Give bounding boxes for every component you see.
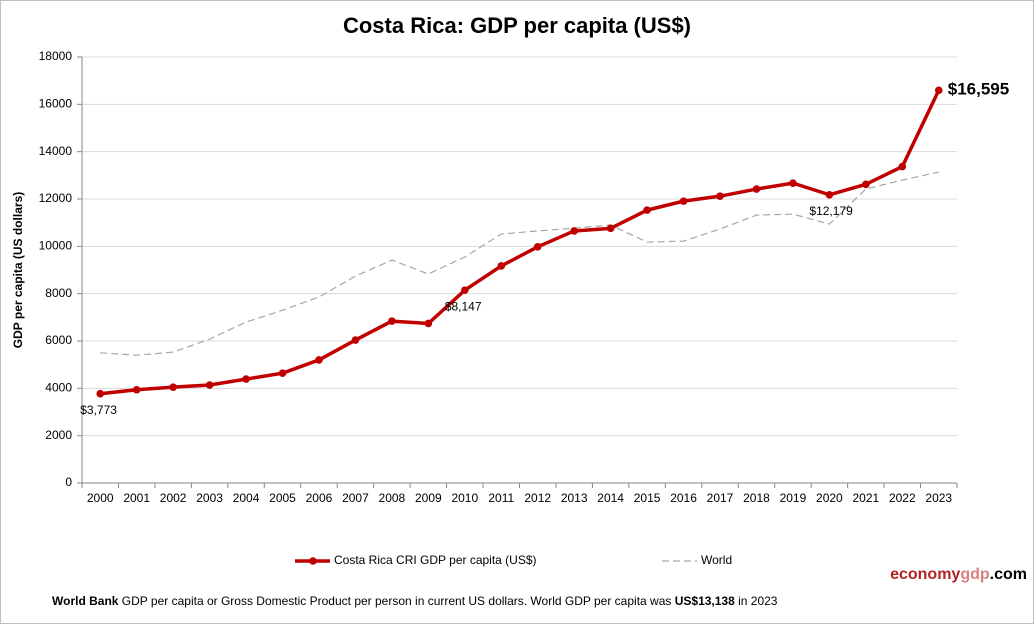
series-line — [100, 89, 941, 396]
point — [898, 162, 907, 171]
legend-marker — [309, 557, 317, 565]
brand-part: gdp — [960, 566, 990, 583]
series-line — [100, 171, 939, 356]
point — [862, 180, 870, 189]
footer-value: US$13,138 — [675, 594, 735, 608]
footer-text: GDP per capita or Gross Domestic Product… — [122, 594, 527, 608]
x-tick-label: 2003 — [196, 491, 223, 505]
data-label: $3,773 — [80, 403, 117, 417]
point — [643, 206, 651, 214]
x-tick-label: 2019 — [780, 491, 807, 505]
footer: World Bank GDP per capita or Gross Domes… — [52, 594, 778, 608]
point — [934, 86, 943, 95]
x-tick-label: 2018 — [743, 491, 770, 505]
x-tick-label: 2011 — [488, 491, 514, 505]
y-tick-label: 4000 — [45, 381, 72, 395]
chart-title: Costa Rica: GDP per capita (US$) — [343, 13, 691, 38]
x-tick-label: 2017 — [707, 491, 734, 505]
y-tick-label: 14000 — [39, 144, 73, 158]
point — [388, 317, 396, 325]
point — [497, 262, 506, 270]
brand: economygdp.com — [890, 566, 1027, 583]
data-label: $12,179 — [809, 204, 853, 218]
x-tick-label: 2004 — [233, 491, 260, 505]
point — [205, 381, 214, 389]
x-tick-label: 2010 — [451, 491, 478, 505]
point — [606, 224, 615, 233]
point — [351, 336, 360, 344]
footer-text: World GDP per capita was — [530, 594, 671, 608]
data-label: $8,147 — [445, 299, 482, 313]
x-tick-label: 2014 — [597, 491, 624, 505]
x-tick-label: 2005 — [269, 491, 296, 505]
y-tick-label: 8000 — [45, 286, 72, 300]
point — [169, 383, 177, 391]
y-tick-label: 12000 — [39, 191, 73, 205]
x-tick-label: 2008 — [379, 491, 406, 505]
point — [424, 319, 433, 328]
x-tick-label: 2023 — [925, 491, 952, 505]
x-tick-label: 2001 — [123, 491, 150, 505]
point — [96, 389, 105, 398]
x-tick-label: 2016 — [670, 491, 697, 505]
point — [533, 243, 542, 251]
y-tick-label: 18000 — [39, 49, 73, 63]
x-tick-label: 2002 — [160, 491, 187, 505]
brand-part: economy — [890, 566, 960, 583]
x-tick-label: 2009 — [415, 491, 442, 505]
point — [315, 356, 323, 364]
x-tick-label: 2022 — [889, 491, 916, 505]
point — [132, 385, 141, 394]
point — [461, 286, 469, 294]
y-tick-label: 6000 — [45, 333, 72, 347]
y-tick-label: 10000 — [39, 239, 73, 253]
x-tick-label: 2020 — [816, 491, 843, 505]
data-label: $16,595 — [948, 80, 1009, 99]
x-tick-label: 2007 — [342, 491, 369, 505]
x-tick-label: 2000 — [87, 491, 114, 505]
y-axis-label: GDP per capita (US dollars) — [11, 192, 25, 349]
x-tick-label: 2021 — [853, 491, 880, 505]
point — [752, 185, 761, 193]
point — [242, 375, 250, 383]
brand-part: .com — [990, 566, 1027, 583]
y-tick-label: 2000 — [45, 428, 72, 442]
y-tick-label: 16000 — [39, 97, 73, 111]
point — [716, 192, 724, 200]
point — [679, 197, 688, 205]
x-tick-label: 2015 — [634, 491, 661, 505]
x-tick-label: 2006 — [306, 491, 333, 505]
footer-source: World Bank — [52, 594, 119, 608]
footer-text: in 2023 — [738, 594, 778, 608]
point — [278, 369, 287, 377]
legend-label: World — [701, 553, 732, 567]
point — [825, 190, 834, 199]
point — [789, 179, 797, 187]
legend-label: Costa Rica CRI GDP per capita (US$) — [334, 553, 537, 567]
point — [570, 227, 578, 235]
y-tick-label: 0 — [65, 475, 72, 489]
x-tick-label: 2012 — [524, 491, 551, 505]
x-tick-label: 2013 — [561, 491, 588, 505]
